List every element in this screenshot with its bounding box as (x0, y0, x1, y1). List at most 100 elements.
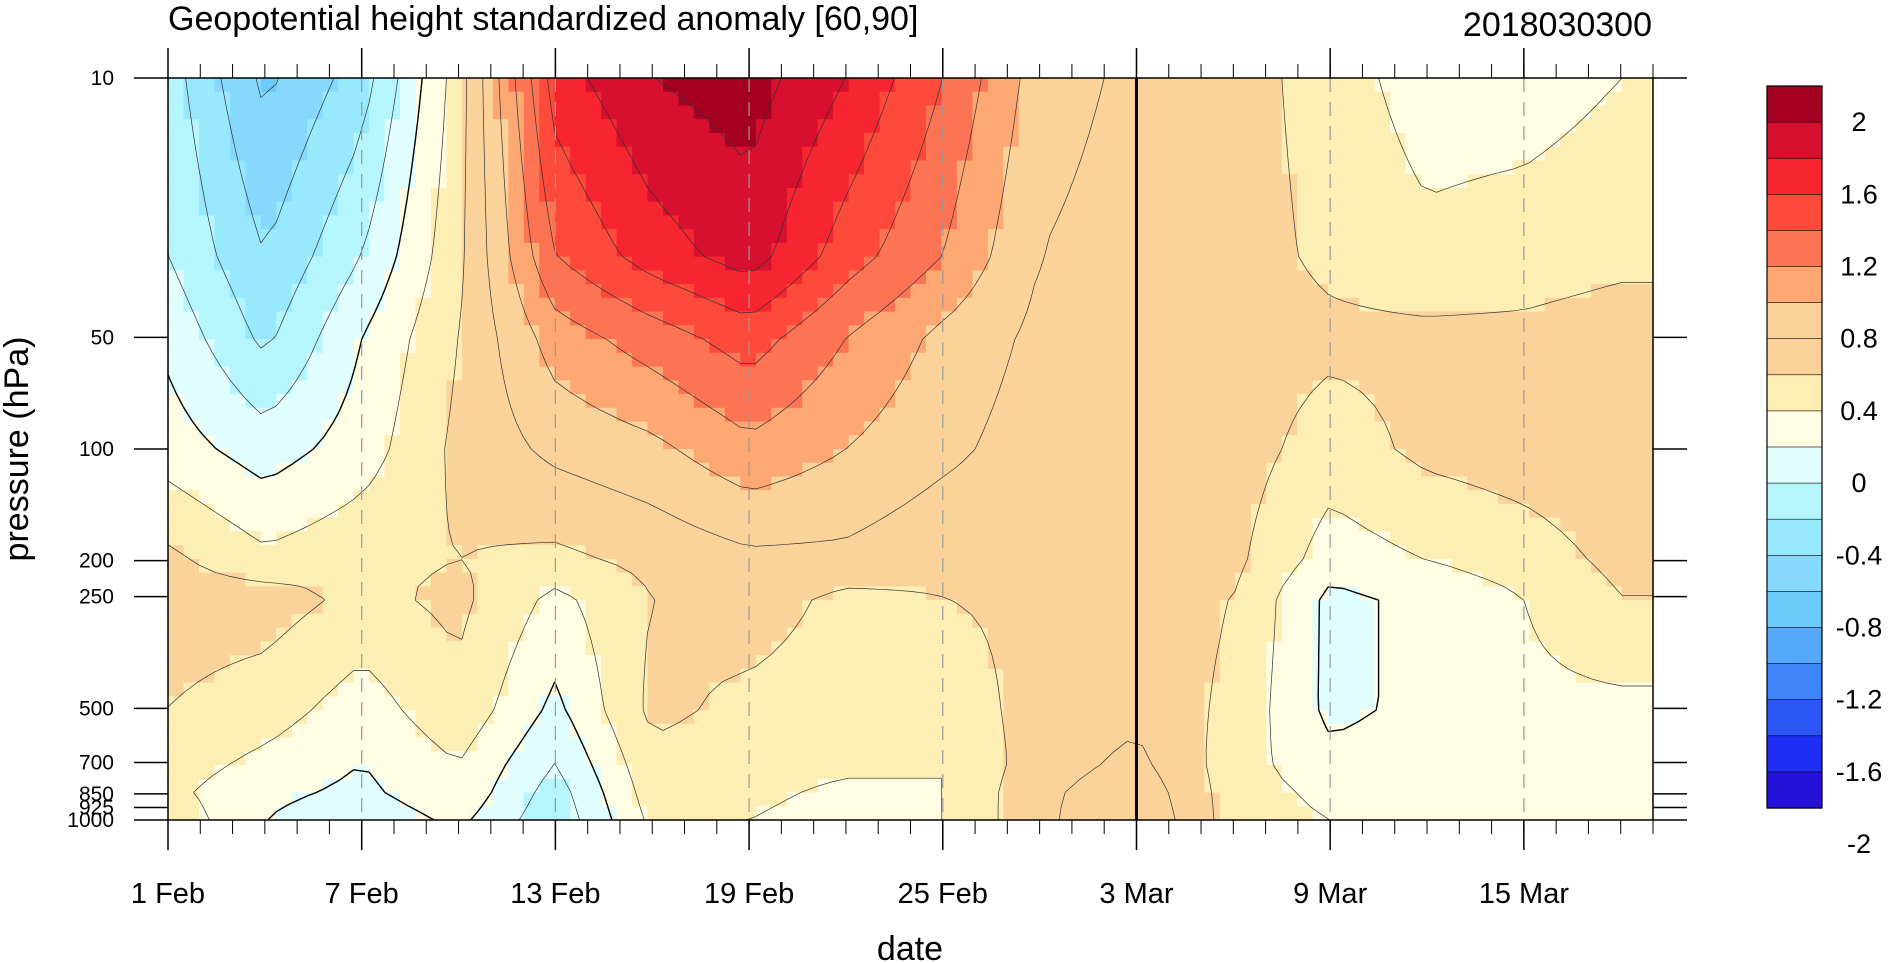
anomaly-cell (307, 352, 324, 368)
anomaly-cell (1513, 696, 1530, 711)
anomaly-cell (1188, 187, 1206, 203)
anomaly-cell (1049, 765, 1066, 780)
anomaly-cell (1328, 655, 1345, 670)
anomaly-cell (415, 229, 432, 244)
anomaly-cell (1529, 174, 1546, 189)
anomaly-cell (848, 737, 865, 752)
anomaly-cell (1297, 407, 1314, 423)
anomaly-cell (1049, 435, 1066, 450)
anomaly-cell (755, 765, 772, 780)
anomaly-cell (1622, 270, 1639, 285)
anomaly-cell (1513, 737, 1530, 752)
anomaly-cell (1003, 490, 1020, 505)
anomaly-cell (864, 229, 881, 244)
anomaly-cell (1173, 421, 1190, 436)
anomaly-cell (570, 655, 587, 670)
anomaly-cell (1374, 325, 1391, 340)
anomaly-cell (477, 132, 494, 148)
anomaly-cell (817, 352, 834, 368)
anomaly-cell (1219, 558, 1236, 574)
anomaly-cell (353, 476, 370, 491)
anomaly-cell (430, 435, 448, 450)
anomaly-cell (461, 201, 478, 217)
anomaly-cell (1173, 668, 1190, 684)
anomaly-cell (1034, 641, 1051, 656)
anomaly-cell (400, 91, 417, 107)
anomaly-cell (771, 421, 788, 436)
anomaly-cell (291, 366, 308, 381)
anomaly-cell (554, 174, 571, 189)
anomaly-cell (1049, 641, 1066, 656)
anomaly-cell (709, 119, 726, 134)
anomaly-cell (1405, 517, 1422, 533)
anomaly-cell (198, 91, 216, 107)
anomaly-cell (415, 572, 432, 588)
anomaly-cell (802, 160, 819, 175)
anomaly-cell (384, 435, 401, 450)
anomaly-cell (1049, 723, 1066, 739)
anomaly-cell (1142, 517, 1159, 533)
anomaly-cell (585, 297, 602, 313)
anomaly-cell (987, 517, 1004, 533)
anomaly-cell (1188, 380, 1206, 395)
anomaly-cell (740, 710, 757, 725)
anomaly-cell (848, 503, 865, 519)
anomaly-cell (1637, 613, 1653, 629)
anomaly-cell (229, 668, 246, 684)
anomaly-cell (1436, 655, 1453, 670)
anomaly-cell (539, 270, 556, 285)
anomaly-cell (709, 572, 726, 588)
anomaly-cell (353, 421, 370, 436)
anomaly-cell (570, 682, 587, 697)
anomaly-cell (771, 710, 788, 725)
anomaly-cell (168, 435, 185, 450)
anomaly-cell (724, 517, 741, 533)
anomaly-cell (864, 641, 881, 656)
anomaly-cell (1637, 421, 1653, 436)
anomaly-cell (1266, 476, 1283, 491)
anomaly-cell (291, 91, 308, 107)
anomaly-cell (1637, 627, 1653, 642)
anomaly-cell (987, 394, 1004, 409)
anomaly-cell (724, 146, 741, 162)
anomaly-cell (925, 641, 943, 656)
anomaly-cell (1065, 132, 1082, 148)
anomaly-cell (616, 311, 633, 326)
anomaly-cell (1266, 352, 1283, 368)
anomaly-cell (446, 132, 463, 148)
date-stamp: 2018030300 (1463, 6, 1652, 44)
anomaly-cell (1034, 352, 1051, 368)
anomaly-cell (1281, 394, 1298, 409)
anomaly-cell (1529, 421, 1546, 436)
anomaly-cell (446, 380, 463, 395)
anomaly-cell (430, 627, 448, 642)
anomaly-cell (1142, 696, 1159, 711)
anomaly-cell (1482, 270, 1499, 285)
anomaly-cell (1498, 723, 1515, 739)
anomaly-cell (461, 146, 478, 162)
anomaly-cell (554, 723, 571, 739)
anomaly-cell (925, 146, 943, 162)
anomaly-cell (1018, 160, 1035, 175)
anomaly-cell (1498, 325, 1515, 340)
anomaly-cell (925, 682, 943, 697)
anomaly-cell (430, 682, 448, 697)
anomaly-cell (446, 613, 463, 629)
anomaly-cell (709, 435, 726, 450)
anomaly-cell (1173, 325, 1190, 340)
anomaly-cell (1297, 187, 1314, 203)
anomaly-cell (229, 119, 246, 134)
anomaly-cell (925, 723, 943, 739)
anomaly-cell (554, 435, 571, 450)
anomaly-cell (523, 91, 540, 107)
anomaly-cell (461, 668, 478, 684)
anomaly-cell (1096, 710, 1113, 725)
anomaly-cell (523, 325, 540, 340)
anomaly-cell (307, 78, 324, 93)
anomaly-cell (1390, 174, 1407, 189)
anomaly-cell (245, 490, 262, 505)
anomaly-cell (1637, 160, 1653, 175)
anomaly-cell (864, 751, 881, 766)
anomaly-cell (941, 270, 958, 285)
anomaly-cell (539, 668, 556, 684)
